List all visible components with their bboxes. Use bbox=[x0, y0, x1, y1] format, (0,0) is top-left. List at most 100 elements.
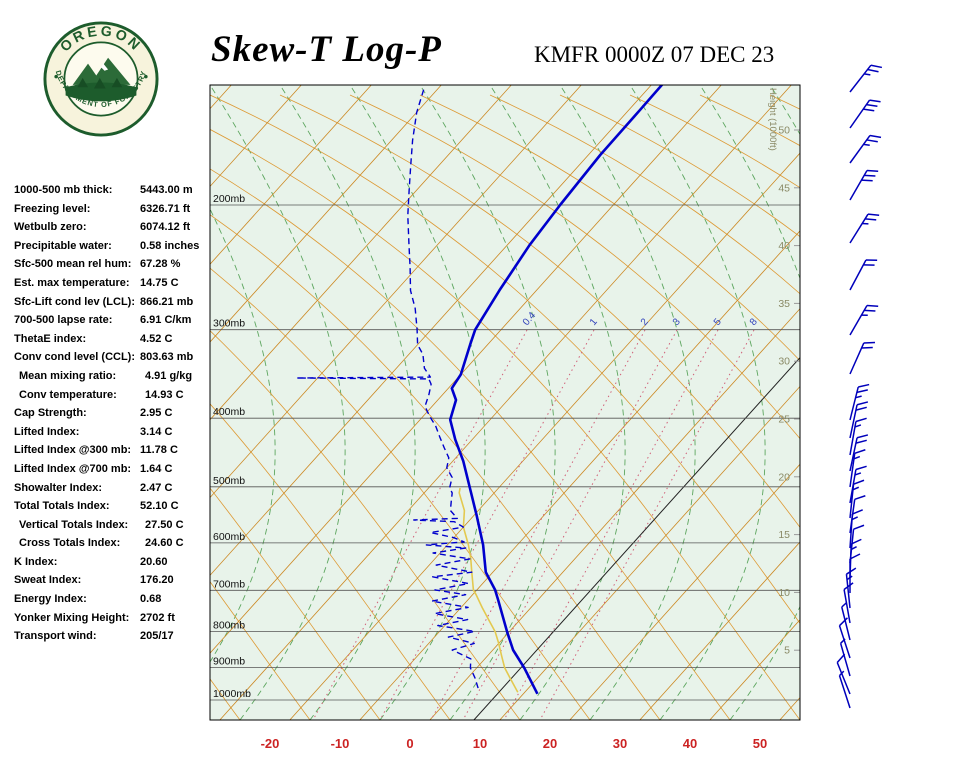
index-value: 11.78 C bbox=[140, 444, 178, 457]
index-value: 67.28 % bbox=[140, 258, 181, 271]
wind-barb-icon bbox=[838, 670, 851, 709]
dewpoint-profile bbox=[295, 88, 479, 689]
chart-background bbox=[210, 85, 800, 720]
index-label: Sfc-500 mean rel hum: bbox=[14, 258, 132, 271]
height-label: 20 bbox=[778, 471, 790, 483]
temp-axis-label: 40 bbox=[683, 736, 697, 751]
index-label: Sweat Index: bbox=[14, 574, 82, 587]
index-value: 0.68 bbox=[140, 593, 162, 606]
temperature-axis: -20 -10 0 10 20 30 40 50 bbox=[261, 736, 768, 751]
index-label: Vertical Totals Index: bbox=[19, 518, 129, 531]
height-label: 15 bbox=[778, 529, 790, 541]
index-value: 803.63 mb bbox=[140, 351, 194, 364]
index-row: Sfc-500 mean rel hum: 67.28 % bbox=[14, 258, 214, 277]
index-row: Lifted Index: 3.14 C bbox=[14, 426, 214, 445]
moist-adiabats bbox=[210, 85, 800, 720]
height-axis-title: Height (1000ft) bbox=[767, 88, 778, 151]
mixing-ratio-label: 5 bbox=[712, 316, 724, 328]
index-row: Est. max temperature: 14.75 C bbox=[14, 277, 214, 296]
wind-barb-icon bbox=[849, 553, 861, 593]
index-label: Sfc-Lift cond lev (LCL): bbox=[14, 295, 135, 308]
index-label: K Index: bbox=[14, 555, 58, 568]
index-label: Cross Totals Index: bbox=[19, 537, 121, 550]
index-value: 205/17 bbox=[140, 630, 174, 643]
index-row: Cap Strength: 2.95 C bbox=[14, 407, 214, 426]
wind-barb-icon bbox=[836, 653, 851, 695]
index-row: 700-500 lapse rate: 6.91 C/km bbox=[14, 314, 214, 333]
indices-panel: 1000-500 mb thick: 5443.00 m Freezing leve… bbox=[14, 184, 214, 649]
index-row: Total Totals Index: 52.10 C bbox=[14, 500, 214, 519]
index-value: 2702 ft bbox=[140, 611, 175, 624]
index-label: Lifted Index @700 mb: bbox=[14, 462, 132, 475]
index-label: Freezing level: bbox=[14, 202, 91, 215]
index-row: ThetaE index: 4.52 C bbox=[14, 333, 214, 352]
index-value: 24.60 C bbox=[145, 537, 184, 550]
wind-barb-icon bbox=[849, 304, 879, 336]
index-row: Mean mixing ratio: 4.91 g/kg bbox=[14, 370, 214, 389]
wind-barb-icon bbox=[849, 341, 876, 375]
index-label: Total Totals Index: bbox=[14, 500, 110, 513]
wind-barb-icon bbox=[849, 64, 883, 93]
index-value: 14.93 C bbox=[145, 388, 184, 401]
index-value: 0.58 inches bbox=[140, 239, 200, 252]
index-value: 2.47 C bbox=[140, 481, 173, 494]
index-label: Lifted Index @300 mb: bbox=[14, 444, 132, 457]
index-row: Precipitable water: 0.58 inches bbox=[14, 240, 214, 259]
dry-adiabats bbox=[210, 94, 800, 720]
index-value: 5443.00 m bbox=[140, 184, 193, 196]
height-label: 45 bbox=[778, 182, 790, 194]
index-value: 6074.12 ft bbox=[140, 221, 191, 234]
wind-barb-icon bbox=[849, 449, 866, 488]
index-row: Sweat Index: 176.20 bbox=[14, 574, 214, 593]
index-label: Wetbulb zero: bbox=[14, 221, 87, 234]
wind-barb-icon bbox=[849, 99, 881, 129]
mixing-ratio-label: 2 bbox=[639, 316, 651, 328]
index-value: 52.10 C bbox=[140, 500, 179, 513]
index-row: Vertical Totals Index: 27.50 C bbox=[14, 519, 214, 538]
temp-axis-label: -10 bbox=[331, 736, 350, 751]
temp-axis-label: 50 bbox=[753, 736, 767, 751]
index-label: Cap Strength: bbox=[14, 407, 87, 420]
temp-axis-label: 20 bbox=[543, 736, 557, 751]
sounding-id: KMFR 0000Z 07 DEC 23 bbox=[534, 42, 775, 67]
height-label: 40 bbox=[778, 240, 790, 252]
sounding-profiles bbox=[295, 85, 664, 695]
index-row: 1000-500 mb thick: 5443.00 m bbox=[14, 184, 214, 203]
index-label: ThetaE index: bbox=[14, 332, 87, 345]
wind-barb-icon bbox=[849, 383, 870, 421]
wind-barb-icon bbox=[849, 134, 882, 164]
index-label: Yonker Mixing Height: bbox=[14, 611, 130, 624]
index-row: Lifted Index @700 mb: 1.64 C bbox=[14, 463, 214, 482]
wind-barb-icon bbox=[849, 169, 879, 201]
logo-tree-icon bbox=[111, 77, 123, 88]
height-label: 10 bbox=[778, 587, 790, 599]
index-value: 1.64 C bbox=[140, 462, 173, 475]
index-row: K Index: 20.60 bbox=[14, 556, 214, 575]
index-value: 866.21 mb bbox=[140, 295, 194, 308]
isotherms bbox=[210, 85, 800, 720]
temp-axis-label: 30 bbox=[613, 736, 627, 751]
index-value: 14.75 C bbox=[140, 276, 179, 289]
height-label: 35 bbox=[778, 298, 790, 310]
index-label: Mean mixing ratio: bbox=[19, 369, 117, 382]
temperature-profile bbox=[448, 85, 664, 695]
chart-border bbox=[209, 84, 801, 721]
index-row: Yonker Mixing Height: 2702 ft bbox=[14, 612, 214, 631]
wind-barb-icon bbox=[839, 638, 851, 677]
index-value: 3.14 C bbox=[140, 425, 173, 438]
temp-axis-label: -20 bbox=[261, 736, 280, 751]
logo-tree-icon bbox=[77, 77, 89, 88]
wind-barb-icon bbox=[849, 479, 865, 519]
wind-barbs bbox=[836, 64, 883, 709]
wetbulb-profile bbox=[458, 487, 519, 693]
height-label: 5 bbox=[784, 645, 790, 657]
index-label: Transport wind: bbox=[14, 630, 97, 643]
index-row: Sfc-Lift cond lev (LCL): 866.21 mb bbox=[14, 296, 214, 315]
index-value: 20.60 bbox=[140, 555, 168, 568]
index-label: Energy Index: bbox=[14, 593, 87, 606]
index-row: Energy Index: 0.68 bbox=[14, 593, 214, 612]
pressure-label: 600mb bbox=[213, 531, 245, 543]
pressure-label: 500mb bbox=[213, 475, 245, 487]
mixing-ratio-label: 1 bbox=[588, 316, 600, 328]
